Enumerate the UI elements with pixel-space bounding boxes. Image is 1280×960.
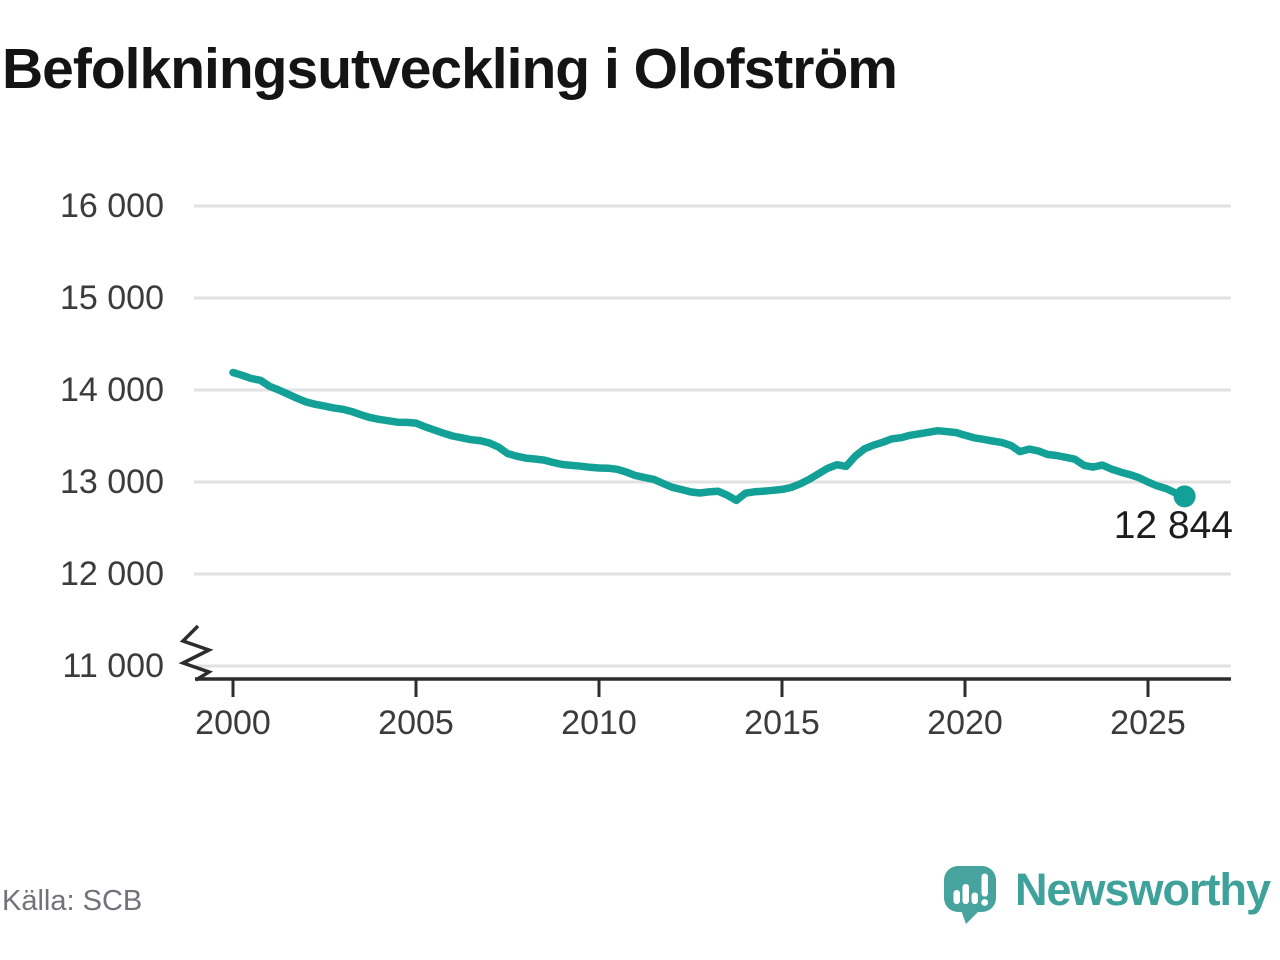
x-tick-label: 2000 [195, 704, 271, 742]
y-tick-label: 12 000 [60, 555, 164, 593]
x-tick-label: 2020 [927, 704, 1003, 742]
x-tick-label: 2025 [1110, 704, 1186, 742]
population-line [229, 368, 1189, 505]
newsworthy-logo: Newsworthy [937, 854, 1271, 930]
x-tick-label: 2015 [744, 704, 820, 742]
y-tick-label: 13 000 [60, 463, 164, 501]
y-tick-label: 14 000 [60, 371, 164, 409]
y-tick-label: 11 000 [62, 647, 164, 685]
x-tick-label: 2005 [378, 704, 454, 742]
newsworthy-logo-icon [943, 866, 996, 924]
last-point-dot [1173, 485, 1196, 508]
source-label: Källa: SCB [2, 885, 143, 917]
y-tick-label: 15 000 [60, 279, 164, 317]
newsworthy-logo-text: Newsworthy [1014, 864, 1271, 915]
page-title: Befolkningsutveckling i Olofström [2, 37, 898, 101]
y-tick-label: 16 000 [60, 187, 164, 225]
x-tick-label: 2010 [561, 704, 637, 742]
last-value-label: 12 844 [1113, 504, 1233, 547]
axis-break-icon [178, 624, 214, 682]
